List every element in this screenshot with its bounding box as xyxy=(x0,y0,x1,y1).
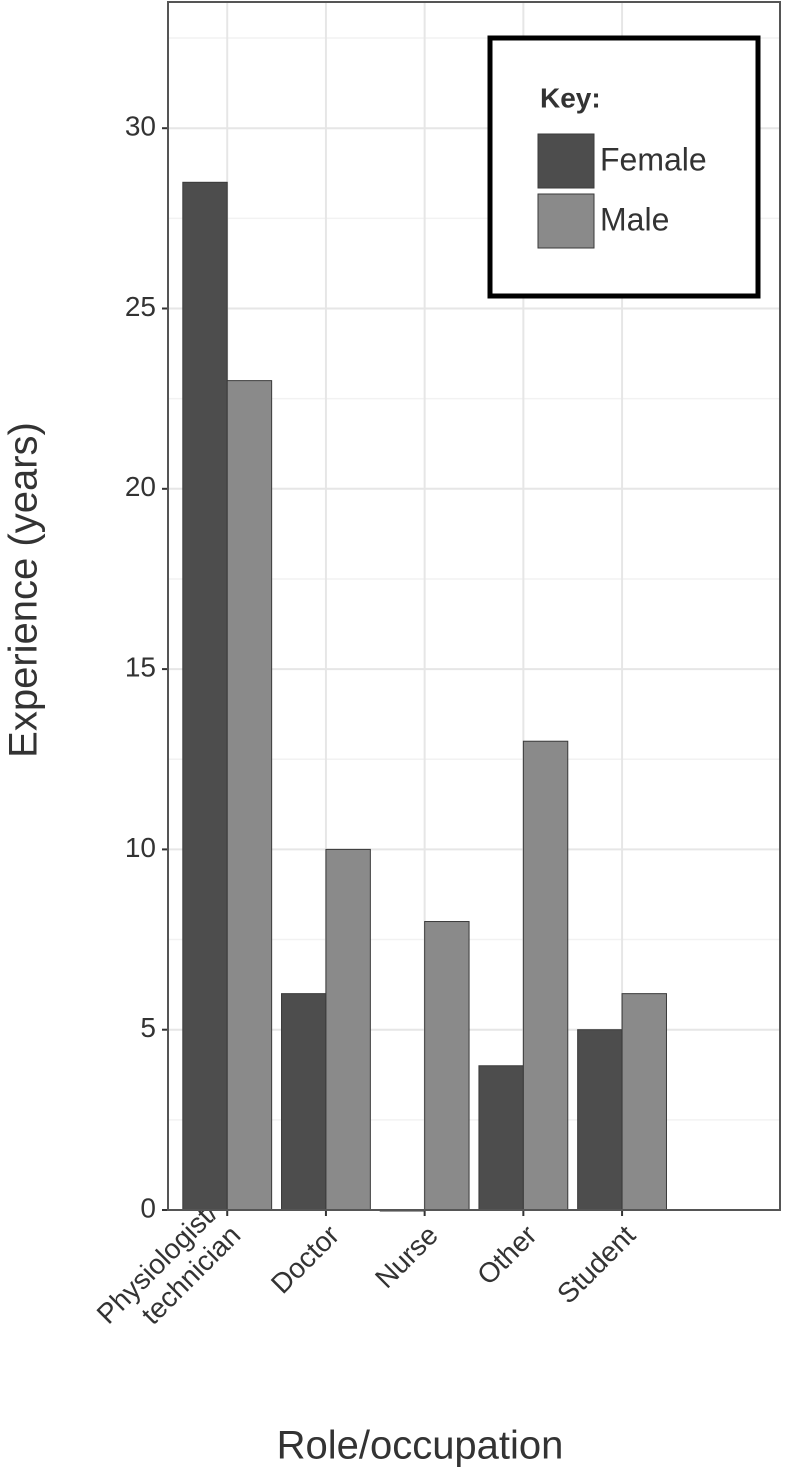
y-tick-label: 30 xyxy=(125,111,156,142)
x-tick-label: Doctor xyxy=(265,1220,345,1300)
bar xyxy=(621,993,667,1211)
x-tick-label: Nurse xyxy=(369,1220,444,1295)
bar xyxy=(281,993,327,1211)
x-tick-label: Physiologist/technician xyxy=(91,1197,247,1353)
bar xyxy=(424,921,470,1211)
y-tick-label: 0 xyxy=(140,1192,156,1223)
bar xyxy=(577,1029,623,1211)
x-tick-label: Student xyxy=(551,1219,641,1309)
bar xyxy=(182,181,228,1211)
y-tick-label: 5 xyxy=(140,1012,156,1043)
y-axis-title: Experience (years) xyxy=(2,422,46,758)
plot-border xyxy=(167,1,781,1211)
legend-swatch xyxy=(537,193,595,249)
y-tick-label: 20 xyxy=(125,471,156,502)
bar xyxy=(325,848,371,1211)
legend-title: Key: xyxy=(540,82,601,113)
bar xyxy=(522,740,569,1211)
legend-swatch xyxy=(537,133,595,189)
x-tick-label-line: Nurse xyxy=(369,1220,444,1295)
y-tick-label: 15 xyxy=(125,651,156,682)
legend-box xyxy=(487,35,761,299)
y-tick-label: 25 xyxy=(125,291,156,322)
x-tick-label-line: Doctor xyxy=(265,1220,345,1300)
y-tick-label: 10 xyxy=(125,832,156,863)
x-tick-label: Other xyxy=(471,1220,542,1291)
x-tick-label-line: Student xyxy=(551,1219,641,1309)
x-axis-title: Role/occupation xyxy=(277,1424,564,1468)
bar xyxy=(478,1065,524,1211)
bar xyxy=(226,380,273,1211)
x-tick-label-line: Other xyxy=(471,1220,542,1291)
legend-label: Male xyxy=(600,201,669,237)
legend-label: Female xyxy=(600,141,707,177)
